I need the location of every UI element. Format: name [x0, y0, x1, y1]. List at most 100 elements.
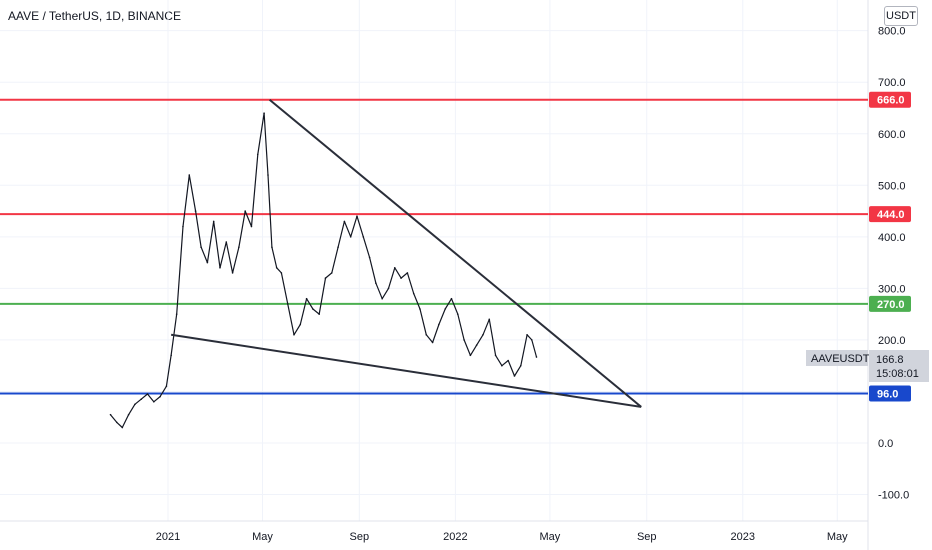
price-point [431, 341, 434, 344]
price-point [381, 297, 383, 300]
price-point [494, 354, 497, 357]
price-point [182, 225, 184, 228]
price-point [406, 272, 409, 274]
price-point [469, 354, 472, 357]
price-point [507, 359, 509, 362]
price-point [231, 272, 234, 274]
y-tick-label: 700.0 [878, 77, 906, 89]
price-point [425, 333, 428, 336]
price-point [244, 210, 246, 212]
price-point [368, 256, 371, 259]
price-point [238, 246, 240, 248]
price-point [267, 174, 269, 176]
price-point [519, 364, 522, 367]
price-point [271, 246, 273, 248]
price-point [400, 277, 402, 279]
price-point [456, 313, 459, 315]
price-point [225, 241, 228, 243]
symbol-label-bg [806, 350, 868, 366]
price-point [438, 323, 440, 326]
level-badge [869, 295, 911, 312]
price-point [526, 333, 528, 336]
x-tick-label: Sep [637, 531, 657, 543]
y-tick-label: 500.0 [878, 180, 906, 192]
level-badge-label: 444.0 [877, 209, 905, 221]
price-point [318, 313, 320, 315]
chart-grid [0, 0, 868, 521]
level-badge-label: 96.0 [877, 389, 898, 401]
price-point [275, 266, 278, 269]
price-point [501, 364, 503, 367]
price-point [175, 313, 178, 315]
price-point [286, 303, 289, 305]
currency-unit-button[interactable]: USDT [884, 6, 918, 26]
price-point [188, 174, 191, 176]
level-badge [869, 206, 911, 223]
y-tick-label: 600.0 [878, 129, 906, 141]
price-point [256, 153, 259, 156]
price-point [463, 339, 465, 341]
level-badge-label: 270.0 [877, 299, 905, 311]
trendlines [170, 98, 642, 408]
chart-title: AAVE / TetherUS, 1D, BINANCE [8, 9, 181, 23]
price-point [387, 287, 390, 290]
price-point [165, 385, 168, 388]
price-point [450, 297, 453, 300]
y-tick-label: 0.0 [878, 438, 893, 450]
price-point [293, 333, 295, 336]
y-tick-label: 400.0 [878, 232, 906, 244]
x-tick-label: May [827, 531, 848, 543]
price-point [305, 297, 308, 300]
price-point [170, 354, 172, 357]
price-point [263, 112, 265, 114]
price-point [419, 308, 421, 310]
price-point [475, 344, 478, 346]
symbol-label: AAVEUSDT [811, 353, 870, 365]
x-tick-label: Sep [350, 531, 370, 543]
x-tick-label: May [252, 531, 273, 543]
price-point [280, 272, 283, 274]
price-series [109, 112, 538, 429]
price-point [324, 277, 327, 279]
price-axis: 800.0 700.0 600.0 500.0 400.0 300.0 200.0 0.0 -1… [878, 26, 909, 502]
last-price-value: 166.8 [876, 354, 904, 366]
price-point [444, 308, 446, 310]
price-point [250, 225, 253, 228]
price-point [343, 220, 346, 223]
price-point [393, 266, 396, 269]
price-point [482, 333, 484, 336]
level-badges: 666.0 444.0 270.0 96.0 [869, 91, 911, 402]
trendline [268, 98, 642, 408]
x-tick-label: 2021 [156, 531, 180, 543]
price-point [312, 308, 314, 310]
price-point [153, 400, 155, 403]
price-point [140, 398, 143, 400]
price-point [194, 210, 197, 212]
price-point [116, 421, 118, 424]
y-tick-label: 800.0 [878, 26, 906, 38]
price-point [109, 413, 112, 416]
price-point [535, 356, 538, 358]
trendline [170, 333, 642, 408]
price-point [412, 292, 415, 295]
last-price-bg [869, 350, 929, 382]
price-point [127, 413, 130, 416]
price-point [349, 236, 352, 238]
price-point [513, 375, 516, 377]
price-point [134, 403, 136, 406]
price-point [146, 393, 149, 395]
y-tick-label: 300.0 [878, 283, 906, 295]
price-point [488, 318, 491, 321]
level-badge [869, 91, 911, 108]
price-point [337, 246, 339, 248]
y-tick-label: 200.0 [878, 335, 906, 347]
last-price-label: AAVEUSDT 166.8 15:08:01 [806, 350, 929, 382]
price-point [299, 323, 302, 326]
price-point [206, 261, 209, 264]
x-tick-label: May [539, 531, 560, 543]
price-point [362, 236, 365, 238]
price-point [212, 220, 215, 223]
level-badge-label: 666.0 [877, 95, 905, 107]
price-point [356, 215, 358, 218]
